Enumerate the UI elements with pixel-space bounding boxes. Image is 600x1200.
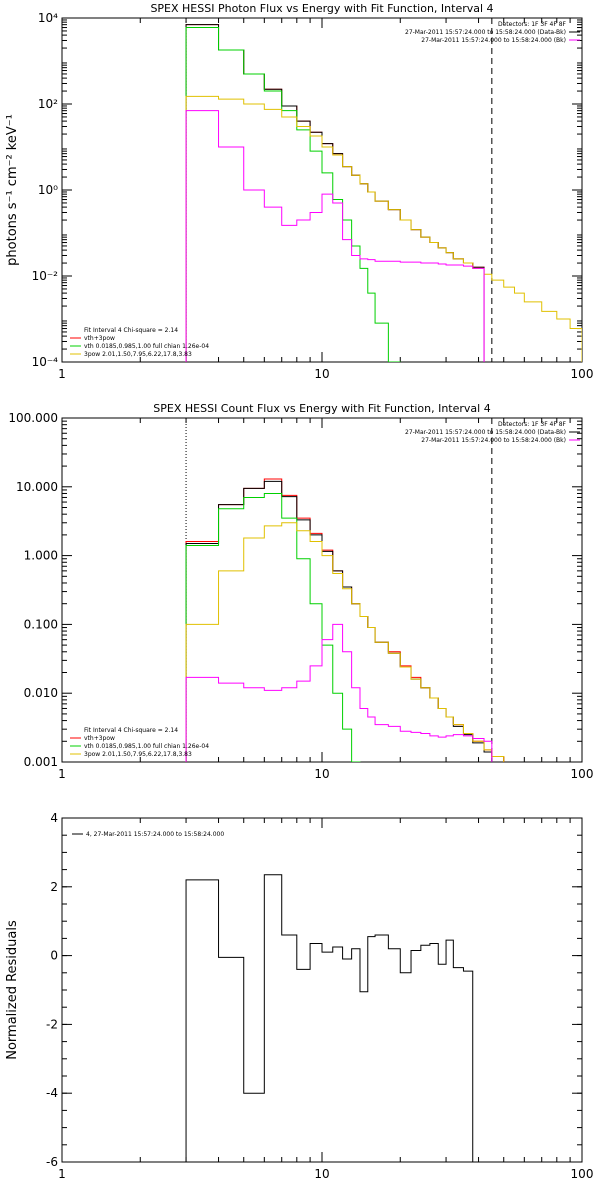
legend-bottom-left-text: Fit Interval 4 Chi-square = 2.14 [84, 727, 178, 734]
series-vth-line [185, 27, 401, 362]
legend-bottom-left-text: 3pow 2.01,1.50,7.95,6.22,17.8,3.83 [84, 351, 192, 358]
x-tick-label: 100 [571, 367, 594, 381]
legend-top-right-text: 27-Mar-2011 15:57:24.000 to 15:58:24.000… [405, 29, 566, 36]
x-tick-label: 100 [571, 767, 594, 781]
legend-top-right-text: Detectors: 1F 3F 4F 8F [498, 21, 567, 28]
x-tick-label: 10 [314, 767, 329, 781]
plot-area [185, 874, 474, 1162]
series-vth-line [185, 492, 361, 762]
y-tick-label: 2 [50, 880, 58, 894]
legend-bottom-left-text: Fit Interval 4 Chi-square = 2.14 [84, 327, 178, 334]
x-tick-label: 1 [58, 367, 66, 381]
series-bk-line [185, 110, 485, 362]
series-residuals-line [185, 874, 474, 1162]
series-3pow-line [185, 95, 582, 362]
y-tick-label: 0 [50, 949, 58, 963]
chart-title: SPEX HESSI Photon Flux vs Energy with Fi… [150, 2, 493, 15]
y-tick-label: 4 [50, 811, 58, 825]
legend-bottom-left-text: 3pow 2.01,1.50,7.95,6.22,17.8,3.83 [84, 751, 192, 758]
x-tick-label: 10 [314, 1167, 329, 1181]
y-tick-label: -4 [46, 1086, 58, 1100]
y-tick-label: -2 [46, 1017, 58, 1031]
y-axis-label: photons s⁻¹ cm⁻² keV⁻¹ [5, 114, 20, 266]
y-tick-label: 10⁻² [32, 269, 59, 283]
y-tick-label: 10⁻⁴ [32, 355, 59, 369]
x-tick-label: 1 [58, 767, 66, 781]
legend-bottom-left-text: vth+3pow [84, 335, 115, 342]
legend-top-right-text: 27-Mar-2011 15:57:24.000 to 15:58:24.000… [421, 437, 566, 444]
y-tick-label: 0.010 [24, 686, 58, 700]
y-tick-label: 10⁰ [38, 183, 58, 197]
panel-1: SPEX HESSI Photon Flux vs Energy with Fi… [5, 2, 594, 381]
x-tick-label: 10 [314, 367, 329, 381]
x-tick-label: 1 [58, 1167, 66, 1181]
series-3pow-line [185, 522, 505, 762]
legend-top-left-text: 4, 27-Mar-2011 15:57:24.000 to 15:58:24.… [86, 831, 224, 838]
chart-title: SPEX HESSI Count Flux vs Energy with Fit… [153, 402, 490, 415]
legend-bottom-left-text: vth+3pow [84, 735, 115, 742]
y-tick-label: 0.001 [24, 755, 58, 769]
y-tick-label: 0.100 [24, 617, 58, 631]
y-tick-label: 10⁴ [38, 11, 58, 25]
legend-top-right-text: 27-Mar-2011 15:57:24.000 to 15:58:24.000… [421, 37, 566, 44]
x-tick-label: 100 [571, 1167, 594, 1181]
legend-top-right-text: Detectors: 1F 3F 4F 8F [498, 421, 567, 428]
y-tick-label: 1.000 [24, 549, 58, 563]
series-bk-line [185, 623, 493, 762]
panel-2: SPEX HESSI Count Flux vs Energy with Fit… [8, 402, 594, 781]
y-axis-label: Normalized Residuals [5, 920, 20, 1060]
panel-3: 1 10 100 -6 -4 -2 0 2 4 Normalized Residuals 4, 27… [5, 811, 593, 1181]
legend-top-right-text: 27-Mar-2011 15:57:24.000 to 15:58:24.000… [405, 429, 566, 436]
y-tick-label: 10² [38, 97, 58, 111]
y-tick-label: -6 [46, 1155, 58, 1169]
y-tick-label: 10.000 [16, 480, 58, 494]
y-tick-label: 100.000 [8, 411, 58, 425]
legend-bottom-left-text: vth 0.0185,0.985,1.00 full chian 1.26e-0… [84, 343, 209, 350]
legend-bottom-left-text: vth 0.0185,0.985,1.00 full chian 1.26e-0… [84, 743, 209, 750]
plot-area [185, 418, 505, 762]
plot-area [185, 18, 582, 362]
